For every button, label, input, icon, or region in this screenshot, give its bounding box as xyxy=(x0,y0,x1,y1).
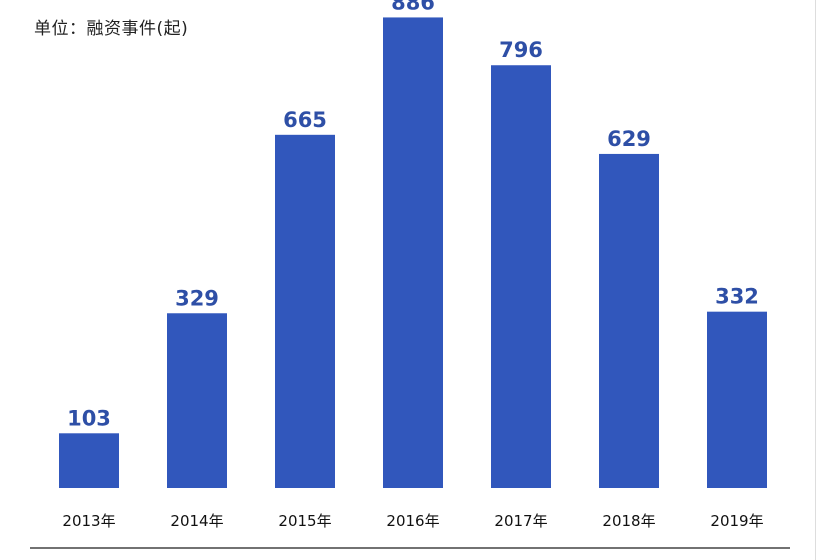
bar-2015年 xyxy=(275,134,335,489)
bar-2016年 xyxy=(383,17,443,489)
bar-2014年 xyxy=(167,313,227,488)
bar-value-label: 329 xyxy=(175,286,219,310)
x-tick-label: 2018年 xyxy=(602,512,655,530)
bars-layer xyxy=(59,17,767,489)
bar-value-label: 886 xyxy=(391,0,435,14)
value-labels-layer: 103 329 665 886 796 629 332 xyxy=(67,0,759,430)
bar-value-label: 665 xyxy=(283,108,327,132)
x-tick-label: 2016年 xyxy=(386,512,439,530)
x-tick-label: 2017年 xyxy=(494,512,547,530)
bar-value-label: 332 xyxy=(715,285,759,309)
x-tick-labels-layer: 2013年 2014年 2015年 2016年 2017年 2018年 2019年 xyxy=(62,512,763,530)
unit-label: 单位：融资事件(起) xyxy=(34,19,189,39)
bar-2018年 xyxy=(599,153,659,489)
bar-2019年 xyxy=(707,311,767,488)
bar-value-label: 103 xyxy=(67,406,111,430)
bar-2017年 xyxy=(491,65,551,488)
bar-value-label: 629 xyxy=(607,127,651,151)
x-tick-label: 2019年 xyxy=(710,512,763,530)
x-tick-label: 2013年 xyxy=(62,512,115,530)
x-tick-label: 2015年 xyxy=(278,512,331,530)
x-tick-label: 2014年 xyxy=(170,512,223,530)
bar-value-label: 796 xyxy=(499,38,543,62)
frame-right-border xyxy=(815,0,816,560)
bar-2013年 xyxy=(59,433,119,488)
